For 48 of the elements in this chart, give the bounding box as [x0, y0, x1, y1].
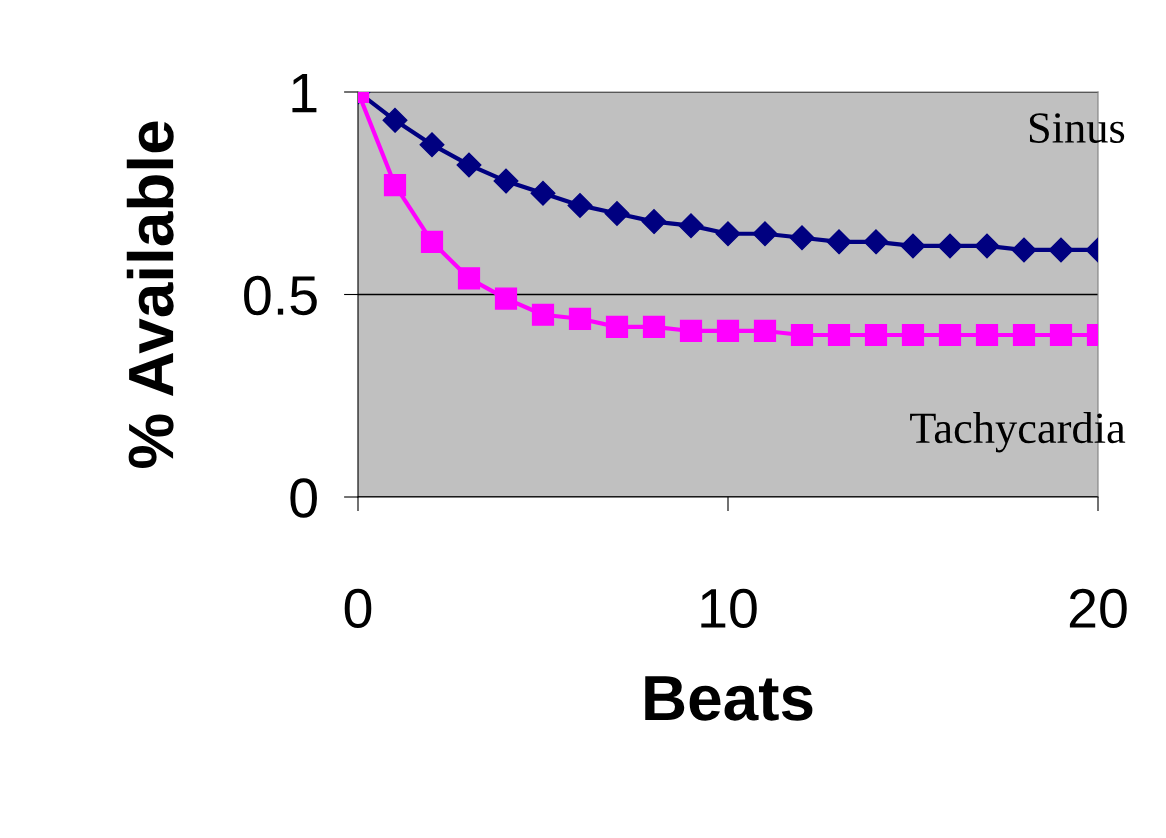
- point: [679, 319, 703, 343]
- x-tick-label: 10: [701, 588, 757, 629]
- point: [937, 233, 963, 259]
- point: [568, 307, 592, 330]
- point: [420, 230, 444, 253]
- x-tick-label: 0: [344, 588, 372, 629]
- point: [1011, 237, 1037, 263]
- point: [901, 323, 925, 347]
- point: [975, 323, 999, 347]
- point: [456, 152, 482, 178]
- x-axis-title: Beats: [645, 676, 813, 721]
- point: [567, 192, 593, 218]
- point: [900, 233, 926, 259]
- point: [642, 315, 666, 339]
- point: [382, 107, 408, 133]
- point: [863, 229, 889, 255]
- point: [716, 319, 740, 343]
- point: [493, 168, 519, 194]
- point: [1012, 323, 1036, 347]
- text: Sinus: [1029, 113, 1125, 144]
- x-tick-label: 20: [1069, 588, 1127, 629]
- point: [494, 287, 518, 310]
- point: [530, 180, 556, 206]
- y-tick-label: 0.5: [244, 275, 317, 316]
- point: [1049, 323, 1073, 347]
- point: [641, 209, 667, 235]
- point: [826, 229, 852, 255]
- point: [1048, 237, 1074, 263]
- point: [531, 303, 555, 326]
- series-label: Tachycardia: [910, 412, 1126, 453]
- point: [753, 319, 777, 343]
- point: [604, 201, 630, 226]
- y-tick-label: 1: [292, 73, 317, 113]
- y-tick-label: 0: [290, 478, 317, 518]
- point: [678, 213, 704, 239]
- point: [605, 315, 629, 339]
- point: [827, 323, 851, 347]
- point: [790, 323, 814, 347]
- point: [938, 323, 962, 347]
- point: [752, 221, 778, 247]
- y-axis-title: % Available: [126, 121, 174, 469]
- point: [383, 174, 407, 197]
- point: [789, 225, 815, 251]
- point: [419, 132, 445, 158]
- point: [974, 233, 1000, 259]
- point: [864, 323, 888, 347]
- point: [457, 267, 481, 290]
- point: [715, 221, 741, 247]
